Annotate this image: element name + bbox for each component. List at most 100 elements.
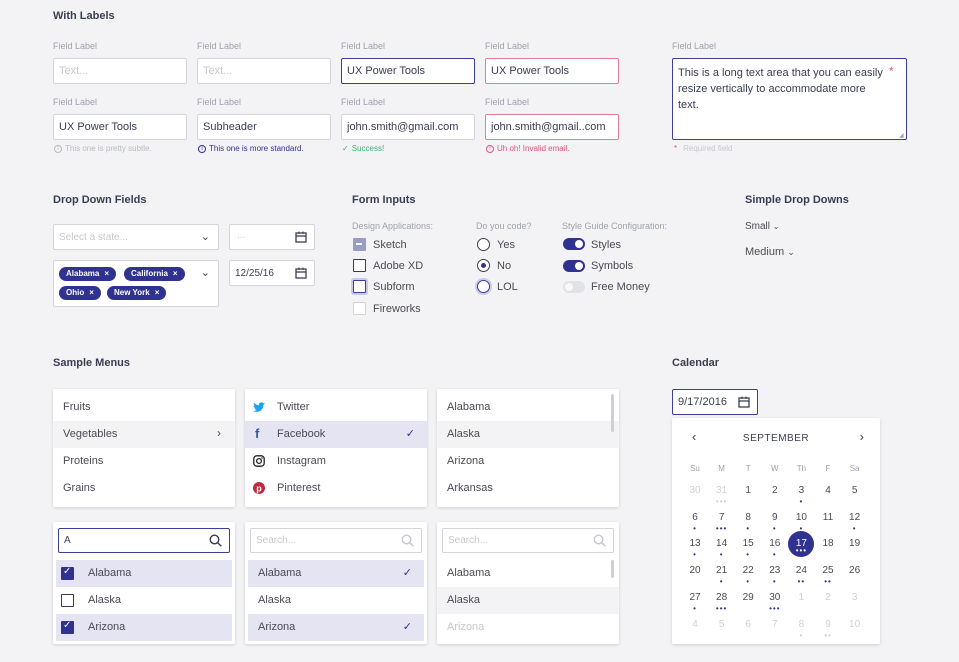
calendar-day[interactable]: 15 •: [735, 537, 761, 563]
list-item-selected[interactable]: Arizona ✓: [248, 614, 424, 641]
checkbox[interactable]: [353, 259, 366, 272]
calendar-day[interactable]: 30 •••: [762, 591, 788, 617]
calendar-day[interactable]: 6: [745, 618, 751, 630]
menu-item[interactable]: Arizona: [447, 455, 485, 467]
tag-new-york[interactable]: New York ×: [107, 286, 167, 300]
calendar-day[interactable]: 14 •: [709, 537, 735, 563]
calendar-day[interactable]: 1: [798, 591, 805, 603]
tag-ohio[interactable]: Ohio ×: [59, 286, 101, 300]
calendar-day[interactable]: 13 •: [682, 537, 708, 563]
tag-alabama[interactable]: Alabama ×: [59, 267, 117, 281]
checkbox-checked[interactable]: ✓: [61, 620, 74, 634]
calendar-day-selected[interactable]: 17 •••: [788, 531, 815, 558]
text-input[interactable]: Text...: [197, 58, 331, 84]
date-input-calendar[interactable]: 9/17/2016: [672, 389, 758, 415]
checkbox-checked[interactable]: ✓: [61, 566, 74, 580]
simple-dropdown-medium[interactable]: Medium ⌄: [745, 246, 795, 258]
checkbox-focused[interactable]: [353, 280, 366, 293]
checkbox[interactable]: [61, 594, 74, 607]
calendar-day[interactable]: 25 ••: [815, 564, 841, 590]
calendar-day[interactable]: 24 ••: [788, 564, 814, 590]
calendar-day[interactable]: 4: [692, 618, 698, 630]
list-item[interactable]: Alaska: [437, 587, 619, 614]
calendar-day[interactable]: 11: [822, 511, 834, 523]
calendar-day[interactable]: 19: [849, 538, 861, 550]
text-input[interactable]: Subheader: [197, 114, 331, 140]
scrollbar[interactable]: [611, 394, 614, 432]
text-input-focused[interactable]: UX Power Tools: [341, 58, 475, 84]
date-input[interactable]: ...: [229, 224, 315, 250]
email-field-success[interactable]: john.smith@gmail.com: [341, 114, 475, 140]
list-item[interactable]: Alaska: [258, 594, 292, 606]
text-input[interactable]: Text...: [53, 58, 187, 84]
prev-month-button[interactable]: ‹: [692, 429, 697, 444]
calendar-day[interactable]: 5: [851, 485, 858, 496]
list-item[interactable]: Alaska: [56, 587, 232, 614]
calendar-day[interactable]: 27 •: [682, 591, 708, 617]
calendar-day[interactable]: 1: [745, 485, 751, 496]
toggle-off[interactable]: [563, 281, 585, 293]
menu-item[interactable]: Alabama: [447, 401, 491, 413]
calendar-day[interactable]: 22 •: [735, 564, 761, 590]
calendar-day[interactable]: 7: [772, 618, 778, 630]
calendar-day[interactable]: 8 •: [735, 511, 761, 537]
text-input[interactable]: UX Power Tools: [53, 114, 187, 140]
next-month-button[interactable]: ›: [859, 429, 864, 444]
menu-item-instagram[interactable]: Instagram: [245, 448, 427, 475]
date-input-filled[interactable]: 12/25/16: [229, 260, 315, 286]
toggle-on[interactable]: [563, 260, 585, 272]
calendar-day[interactable]: 3 •: [788, 484, 814, 510]
close-icon[interactable]: ×: [172, 269, 178, 278]
state-select[interactable]: Select a state... ⌄: [53, 224, 219, 250]
calendar-day[interactable]: 3: [851, 591, 858, 603]
calendar-day[interactable]: 5: [718, 618, 725, 630]
toggle-on[interactable]: [563, 238, 585, 250]
close-icon[interactable]: ×: [89, 288, 94, 297]
calendar-day[interactable]: 8 •: [788, 618, 814, 644]
list-item-faded[interactable]: Arizona: [447, 621, 485, 633]
menu-item-facebook[interactable]: f Facebook ✓: [245, 421, 427, 448]
menu-item-vegetables[interactable]: Vegetables ›: [53, 421, 235, 448]
text-input-error[interactable]: UX Power Tools: [485, 58, 619, 84]
calendar-day[interactable]: 10: [849, 618, 861, 630]
calendar-day[interactable]: 28 •••: [709, 591, 735, 617]
list-item-checked[interactable]: ✓ Alabama: [56, 560, 232, 587]
calendar-day[interactable]: 16 •: [762, 537, 788, 563]
calendar-day[interactable]: 7 •••: [709, 511, 735, 537]
search-input[interactable]: Search...: [442, 528, 614, 553]
calendar-day[interactable]: 6 •: [682, 511, 708, 537]
checkbox-indeterminate[interactable]: [353, 238, 366, 251]
calendar-day[interactable]: 29: [742, 591, 754, 603]
calendar-day[interactable]: 4: [825, 485, 831, 496]
search-input[interactable]: Search...: [250, 528, 422, 553]
radio-selected[interactable]: [477, 259, 490, 272]
tag-california[interactable]: California ×: [124, 267, 185, 281]
checkbox-disabled[interactable]: [353, 302, 366, 315]
email-field-error[interactable]: john.smith@gmail..com: [485, 114, 619, 140]
calendar-day[interactable]: 18: [822, 538, 834, 550]
resize-handle-icon[interactable]: ◢: [899, 133, 904, 139]
list-item[interactable]: Alabama: [447, 567, 491, 579]
radio[interactable]: [477, 238, 490, 251]
calendar-day[interactable]: 2: [772, 485, 778, 496]
close-icon[interactable]: ×: [154, 288, 160, 297]
simple-dropdown-small[interactable]: Small ⌄: [745, 221, 780, 232]
calendar-day[interactable]: 12 •: [842, 511, 868, 537]
calendar-day[interactable]: 26: [849, 565, 861, 577]
calendar-day[interactable]: 10 •: [788, 511, 814, 537]
multi-state-select[interactable]: Alabama × California × Ohio × New York × ⌄: [53, 260, 219, 307]
calendar-day[interactable]: 9 •: [762, 511, 788, 537]
calendar-day[interactable]: 21 •: [709, 564, 735, 590]
list-item-selected[interactable]: Alabama ✓: [248, 560, 424, 587]
menu-item-pinterest[interactable]: p Pinterest: [245, 475, 427, 502]
list-item-checked[interactable]: ✓ Arizona: [56, 614, 232, 641]
radio-focused[interactable]: [477, 280, 490, 293]
close-icon[interactable]: ×: [104, 269, 110, 278]
calendar-day[interactable]: 9 ••: [815, 618, 841, 644]
menu-item[interactable]: Grains: [63, 482, 96, 494]
calendar-day[interactable]: 23 •: [762, 564, 788, 590]
menu-item[interactable]: Proteins: [63, 455, 104, 467]
calendar-day[interactable]: 2: [825, 591, 831, 603]
calendar-day[interactable]: 20: [689, 565, 701, 577]
menu-item[interactable]: Fruits: [63, 401, 91, 413]
